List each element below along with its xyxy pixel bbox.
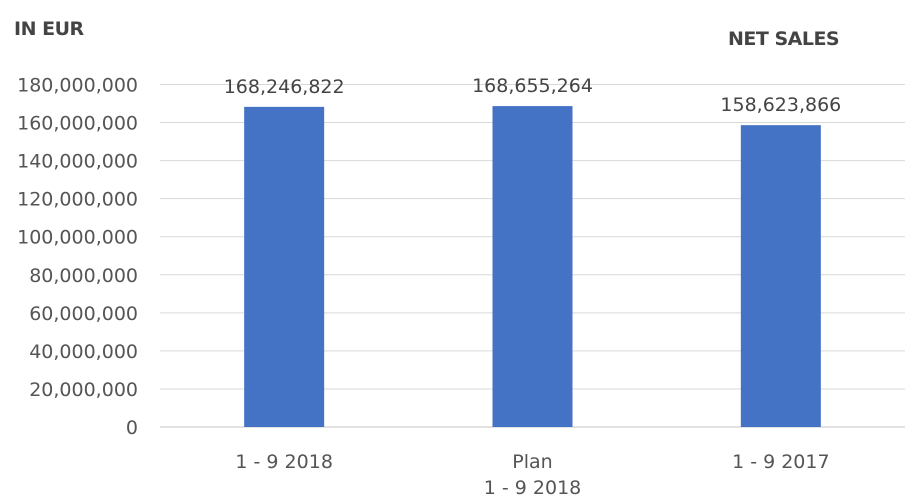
- chart-title: NET SALES: [728, 28, 840, 50]
- y-tick-label: 100,000,000: [17, 227, 138, 249]
- x-tick-label: 1 - 9 2018: [235, 451, 333, 473]
- y-tick-label: 20,000,000: [29, 379, 138, 401]
- y-tick-label: 180,000,000: [17, 75, 138, 97]
- x-tick-label: Plan: [512, 451, 552, 473]
- y-tick-label: 0: [126, 417, 138, 439]
- data-label: 168,246,822: [224, 76, 345, 98]
- x-tick-label: 1 - 9 2018: [484, 477, 582, 498]
- y-tick-label: 160,000,000: [17, 113, 138, 135]
- y-tick-label: 40,000,000: [29, 341, 138, 363]
- data-labels: 168,246,822 168,655,264 158,623,866: [224, 75, 842, 116]
- y-axis-unit-label: IN EUR: [14, 18, 84, 40]
- bar: [740, 125, 821, 427]
- x-tick-label: 1 - 9 2017: [732, 451, 830, 473]
- data-label: 158,623,866: [720, 94, 841, 116]
- y-axis-tick-labels: 0 20,000,000 40,000,000 60,000,000 80,000,00…: [17, 75, 138, 440]
- y-tick-label: 120,000,000: [17, 189, 138, 211]
- y-tick-label: 60,000,000: [29, 303, 138, 325]
- y-tick-label: 140,000,000: [17, 151, 138, 173]
- y-tick-label: 80,000,000: [29, 265, 138, 287]
- bars: [244, 106, 821, 428]
- data-label: 168,655,264: [472, 75, 593, 97]
- bar: [492, 106, 573, 427]
- x-axis-tick-labels: 1 - 9 2018 Plan 1 - 9 2018 1 - 9 2017: [235, 451, 829, 498]
- bar: [244, 106, 325, 428]
